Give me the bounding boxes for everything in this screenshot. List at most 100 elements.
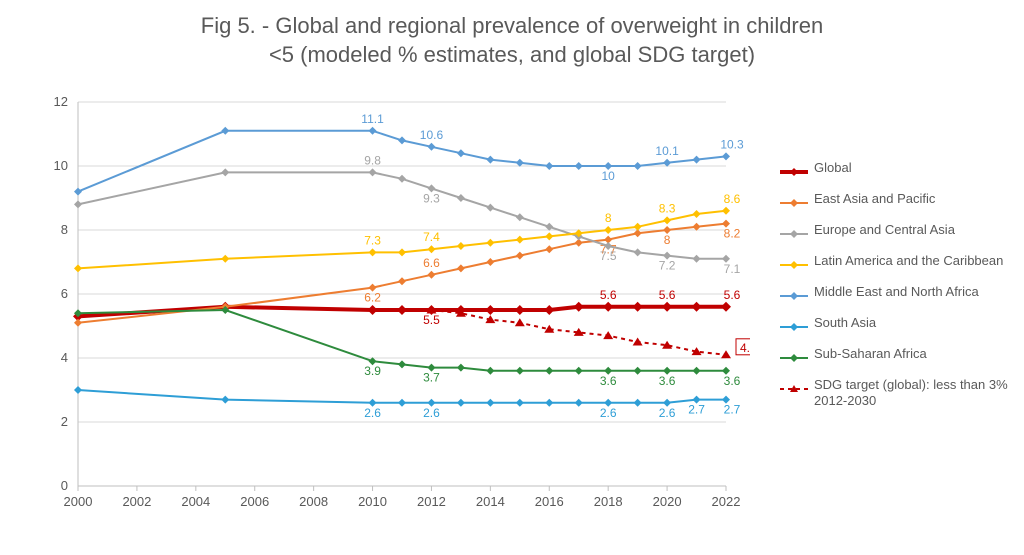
marker-diamond (693, 367, 701, 375)
x-tick-label: 2008 (299, 494, 328, 509)
x-tick-label: 2002 (122, 494, 151, 509)
marker-diamond (545, 232, 553, 240)
marker-diamond (398, 277, 406, 285)
marker-diamond (545, 399, 553, 407)
marker-diamond (398, 248, 406, 256)
data-label: 7.4 (423, 230, 440, 244)
marker-diamond (369, 168, 377, 176)
data-label: 10 (602, 169, 616, 183)
data-label: 3.6 (600, 374, 617, 388)
marker-diamond (575, 367, 583, 375)
marker-diamond (486, 367, 494, 375)
data-label: 6.6 (423, 256, 440, 270)
x-tick-label: 2012 (417, 494, 446, 509)
legend-swatch (780, 260, 808, 270)
marker-diamond (457, 149, 465, 157)
marker-diamond (634, 248, 642, 256)
data-label: 10.1 (655, 144, 679, 158)
data-label: 2.7 (724, 403, 741, 417)
marker-diamond (485, 305, 495, 315)
data-label: 2.7 (688, 403, 705, 417)
marker-diamond (369, 127, 377, 135)
chart-plot-area: 0246810122000200220042006200820102012201… (30, 92, 750, 522)
marker-diamond (633, 302, 643, 312)
marker-diamond (398, 136, 406, 144)
data-label: 2.6 (600, 406, 617, 420)
legend-label: Global (814, 160, 852, 176)
y-tick-label: 6 (61, 286, 68, 301)
marker-triangle (603, 331, 613, 339)
legend-swatch (780, 167, 808, 177)
marker-diamond (545, 162, 553, 170)
marker-diamond (516, 399, 524, 407)
marker-diamond (663, 216, 671, 224)
marker-diamond (368, 305, 378, 315)
series-line (78, 172, 726, 258)
marker-diamond (486, 156, 494, 164)
marker-diamond (486, 239, 494, 247)
data-label: 5.5 (423, 313, 440, 327)
legend-item: Sub-Saharan Africa (780, 346, 1010, 363)
marker-diamond (516, 236, 524, 244)
legend-item: South Asia (780, 315, 1010, 332)
marker-diamond (516, 213, 524, 221)
data-label: 2.6 (423, 406, 440, 420)
marker-diamond (634, 162, 642, 170)
marker-diamond (486, 258, 494, 266)
marker-diamond (693, 255, 701, 263)
data-label: 2.6 (364, 406, 381, 420)
marker-triangle (721, 350, 731, 358)
marker-diamond (398, 175, 406, 183)
data-label: 2.6 (659, 406, 676, 420)
data-label: 8.6 (724, 192, 741, 206)
marker-diamond (604, 226, 612, 234)
data-label: 10.6 (420, 128, 444, 142)
marker-diamond (692, 302, 702, 312)
marker-diamond (516, 367, 524, 375)
series: 4.1 (426, 306, 750, 359)
legend-label: Latin America and the Caribbean (814, 253, 1003, 269)
marker-diamond (221, 255, 229, 263)
marker-diamond (221, 396, 229, 404)
data-label: 6.2 (364, 291, 381, 305)
marker-diamond (693, 156, 701, 164)
marker-diamond (369, 248, 377, 256)
marker-diamond (427, 143, 435, 151)
legend-label: Middle East and North Africa (814, 284, 979, 300)
data-label: 3.9 (364, 364, 381, 378)
marker-diamond (457, 194, 465, 202)
chart-page: Fig 5. - Global and regional prevalence … (0, 0, 1024, 555)
legend-swatch (780, 291, 808, 301)
marker-diamond (457, 364, 465, 372)
data-label: 7.1 (724, 262, 741, 276)
marker-diamond (516, 252, 524, 260)
data-label: 7.5 (600, 249, 617, 263)
y-tick-label: 12 (54, 94, 68, 109)
legend-swatch (780, 322, 808, 332)
marker-diamond (427, 245, 435, 253)
marker-diamond (457, 399, 465, 407)
marker-diamond (721, 302, 731, 312)
marker-diamond (515, 305, 525, 315)
data-label: 11.1 (361, 112, 384, 126)
data-label: 5.6 (724, 288, 741, 302)
chart-title: Fig 5. - Global and regional prevalence … (0, 0, 1024, 69)
marker-diamond (486, 399, 494, 407)
data-label: 3.7 (423, 371, 440, 385)
legend-label: Europe and Central Asia (814, 222, 955, 238)
marker-diamond (74, 200, 82, 208)
y-tick-label: 10 (54, 158, 68, 173)
data-label: 3.6 (724, 374, 741, 388)
data-label: 9.8 (364, 153, 381, 167)
data-label: 5.6 (600, 288, 617, 302)
marker-diamond (457, 264, 465, 272)
marker-diamond (544, 305, 554, 315)
marker-diamond (722, 152, 730, 160)
marker-diamond (634, 399, 642, 407)
legend-item: East Asia and Pacific (780, 191, 1010, 208)
marker-diamond (398, 399, 406, 407)
x-tick-label: 2006 (240, 494, 269, 509)
x-tick-label: 2000 (64, 494, 93, 509)
series: 3.93.73.63.63.6 (74, 306, 741, 388)
legend-swatch (780, 353, 808, 363)
